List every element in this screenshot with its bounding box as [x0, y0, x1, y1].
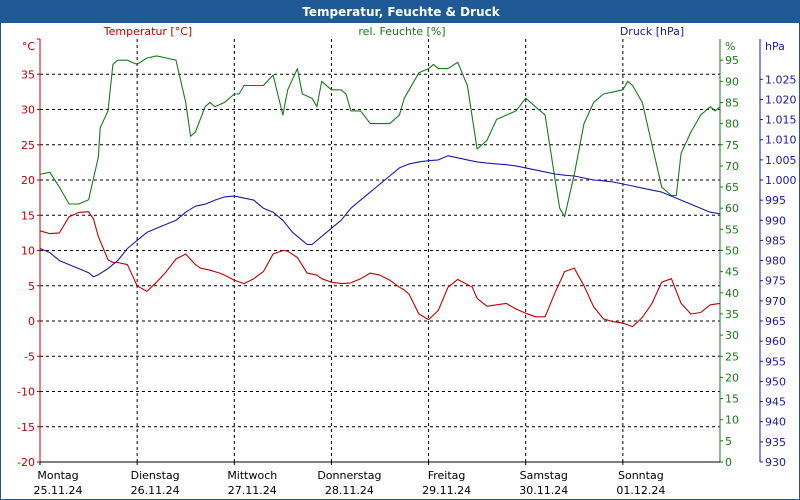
press-tick-label: 935: [765, 436, 786, 449]
press-tick-label: 1.010: [765, 134, 797, 147]
temp-tick-label: -10: [17, 386, 35, 399]
hum-tick-label: 65: [725, 181, 739, 194]
hum-tick-label: 60: [725, 202, 739, 215]
hum-tick-label: 55: [725, 223, 739, 236]
press-tick-label: 955: [765, 355, 786, 368]
series-press-line: [39, 155, 721, 278]
press-tick-label: 990: [765, 214, 786, 227]
hum-tick-label: 15: [725, 393, 739, 406]
hum-tick-label: 80: [725, 118, 739, 131]
press-axis: 1.025 1.020 1.015 1.010 1.005 1.000 995 990 985 9…: [760, 40, 797, 469]
x-date-label: 25.11.24: [34, 484, 83, 497]
x-day-label: Sonntag: [618, 469, 664, 482]
x-day-label: Donnerstag: [317, 469, 381, 482]
press-tick-label: 1.000: [765, 174, 797, 187]
x-date-label: 26.11.24: [131, 484, 180, 497]
hum-tick-label: 75: [725, 139, 739, 152]
hum-tick-label: 95: [725, 54, 739, 67]
temp-tick-label: 35: [21, 68, 35, 81]
press-tick-label: 995: [765, 194, 786, 207]
press-tick-label: 985: [765, 234, 786, 247]
hum-unit: %: [725, 40, 735, 53]
hum-tick-label: 5: [725, 435, 732, 448]
x-date-label: 30.11.24: [519, 484, 568, 497]
hum-tick-label: 30: [725, 329, 739, 342]
x-date-label: 29.11.24: [422, 484, 471, 497]
x-day-label: Dienstag: [131, 469, 180, 482]
press-tick-label: 1.005: [765, 154, 797, 167]
press-tick-label: 950: [765, 375, 786, 388]
press-tick-label: 980: [765, 255, 786, 268]
hum-axis-title: rel. Feuchte [%]: [358, 25, 445, 38]
press-tick-label: 965: [765, 315, 786, 328]
press-axis-title: Druck [hPa]: [620, 25, 684, 38]
press-unit: hPa: [765, 40, 785, 53]
temp-tick-label: 30: [21, 104, 35, 117]
press-tick-label: 975: [765, 275, 786, 288]
series-hum-line: [39, 55, 721, 218]
hum-tick-label: 20: [725, 371, 739, 384]
temp-unit: °C: [22, 40, 36, 53]
press-tick-label: 940: [765, 416, 786, 429]
press-tick-label: 960: [765, 335, 786, 348]
x-date-label: 27.11.24: [228, 484, 277, 497]
temp-tick-label: -5: [24, 350, 35, 363]
temp-tick-label: 10: [21, 245, 35, 258]
hum-tick-label: 40: [725, 287, 739, 300]
x-axis: Montag 25.11.24 Dienstag 26.11.24 Mittwoch 27…: [34, 462, 665, 497]
chart-title: Temperatur, Feuchte & Druck: [1, 1, 800, 23]
x-date-label: 01.12.24: [616, 484, 665, 497]
hum-tick-label: 10: [725, 414, 739, 427]
temp-tick-label: -20: [17, 456, 35, 469]
x-day-label: Montag: [37, 469, 78, 482]
hum-tick-label: 25: [725, 350, 739, 363]
temp-tick-label: 25: [21, 139, 35, 152]
series-temp-line: [39, 211, 721, 328]
series-lines: [39, 55, 721, 328]
press-tick-label: 945: [765, 396, 786, 409]
x-date-label: 28.11.24: [325, 484, 374, 497]
hum-tick-label: 90: [725, 75, 739, 88]
hum-tick-label: 35: [725, 308, 739, 321]
axis-titles: Temperatur [°C] rel. Feuchte [%] Druck [hP…: [103, 25, 684, 38]
temp-tick-label: 5: [28, 280, 35, 293]
temp-axis-title: Temperatur [°C]: [103, 25, 192, 38]
grid-lines: [40, 39, 720, 462]
temp-axis: 35 30 25 20 15 10 5 0 -5 -10 -15 -20 °C: [17, 38, 40, 469]
hum-tick-label: 45: [725, 266, 739, 279]
temp-tick-label: -15: [17, 421, 35, 434]
hum-tick-label: 70: [725, 160, 739, 173]
press-tick-label: 1.025: [765, 73, 797, 86]
x-day-label: Samstag: [520, 469, 568, 482]
hum-tick-label: 85: [725, 96, 739, 109]
press-tick-label: 970: [765, 295, 786, 308]
x-day-label: Freitag: [428, 469, 466, 482]
temp-tick-label: 15: [21, 209, 35, 222]
x-day-label: Mittwoch: [227, 469, 277, 482]
hum-tick-label: 50: [725, 245, 739, 258]
press-tick-label: 930: [765, 456, 786, 469]
press-tick-label: 1.020: [765, 93, 797, 106]
temp-tick-label: 0: [28, 315, 35, 328]
hum-tick-label: 0: [725, 456, 732, 469]
temp-tick-label: 20: [21, 174, 35, 187]
press-tick-label: 1.015: [765, 114, 797, 127]
